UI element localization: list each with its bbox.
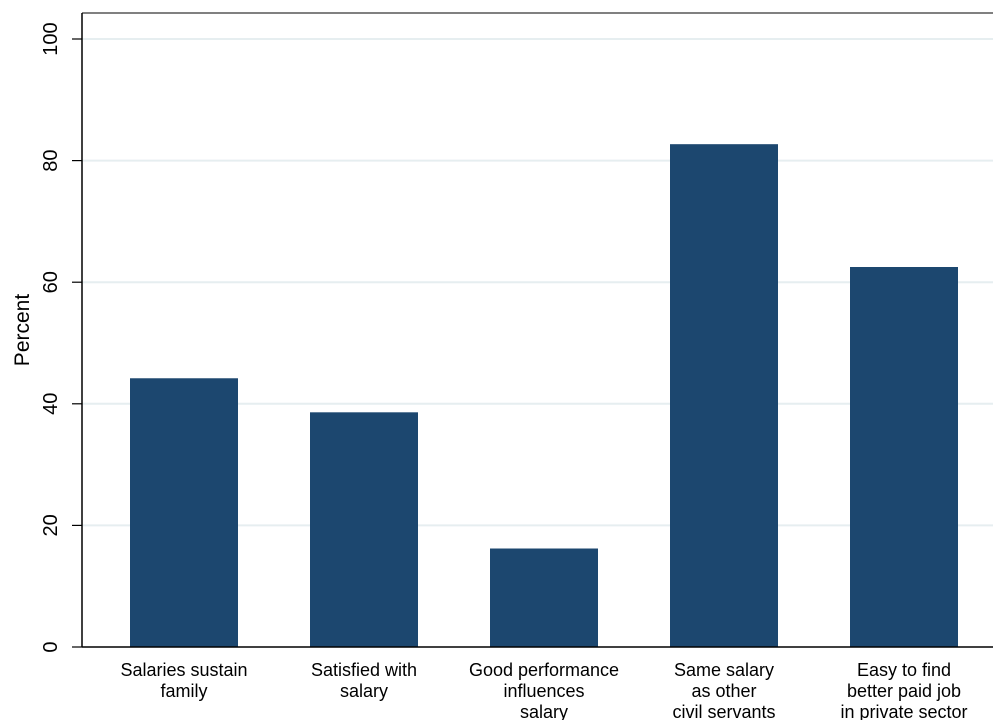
y-tick-label: 20: [40, 514, 62, 536]
x-category-label: Good performance influences salary: [469, 660, 619, 720]
x-category-label-line: Easy to find: [857, 660, 951, 680]
x-category-label: Satisfied with salary: [311, 660, 417, 701]
y-axis-ticks: 0 20 40 60 80 100: [40, 22, 82, 653]
bar: [850, 267, 958, 647]
y-axis-title: Percent: [11, 294, 34, 367]
x-category-label: Easy to find better paid job in private se…: [840, 660, 967, 720]
y-tick-label: 0: [40, 641, 62, 652]
y-tick-label: 60: [40, 271, 62, 293]
y-tick-label: 80: [40, 149, 62, 171]
x-category-label-line: Same salary: [674, 660, 774, 680]
x-category-label-line: salary: [520, 702, 568, 720]
x-category-label-line: family: [160, 681, 207, 701]
x-category-label-line: as other: [691, 681, 756, 701]
y-tick-label: 100: [40, 22, 62, 55]
x-category-label: Salaries sustain family: [120, 660, 247, 701]
x-category-label-line: Salaries sustain: [120, 660, 247, 680]
x-category-label-line: Good performance: [469, 660, 619, 680]
x-category-label-line: better paid job: [847, 681, 961, 701]
x-category-label-line: Satisfied with: [311, 660, 417, 680]
bars: [130, 144, 958, 647]
y-tick-label: 40: [40, 393, 62, 415]
x-category-label-line: in private sector: [840, 702, 967, 720]
x-category-label-line: influences: [503, 681, 584, 701]
bar: [130, 378, 238, 647]
bar: [670, 144, 778, 647]
bar: [310, 412, 418, 647]
bar: [490, 548, 598, 647]
x-category-label-line: salary: [340, 681, 388, 701]
x-category-label-line: civil servants: [672, 702, 775, 720]
x-category-label: Same salary as other civil servants: [672, 660, 775, 720]
